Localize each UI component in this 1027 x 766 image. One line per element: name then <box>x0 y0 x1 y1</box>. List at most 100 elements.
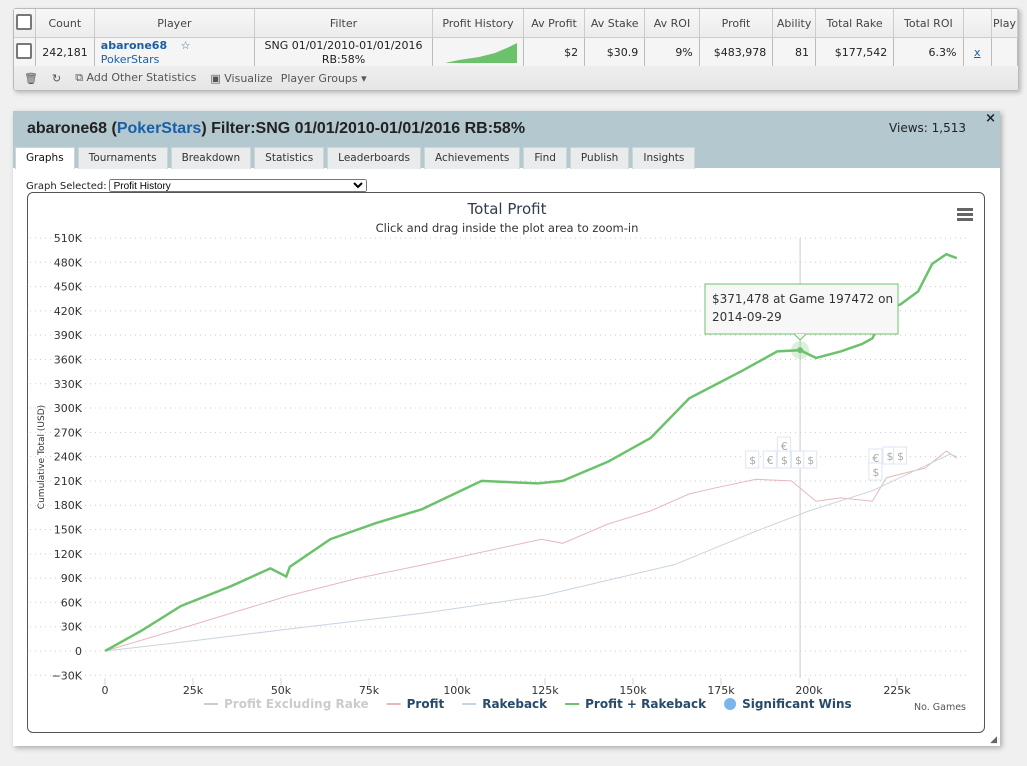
tab-insights[interactable]: Insights <box>632 147 696 169</box>
legend-item[interactable]: Profit Excluding Rake <box>224 697 369 711</box>
x-tick-label: 125k <box>531 684 559 697</box>
title-site-link[interactable]: PokerStars <box>116 120 202 137</box>
x-tick-label: 75k <box>359 684 380 697</box>
significant-win-marker[interactable] <box>803 450 818 469</box>
tab-breakdown[interactable]: Breakdown <box>170 147 252 169</box>
row-checkbox[interactable] <box>16 43 33 59</box>
tooltip-line1: $371,478 at Game 197472 on <box>712 292 893 306</box>
trash-icon[interactable]: 🗑 <box>24 71 38 85</box>
y-tick-label: 360K <box>54 353 83 366</box>
tab-achievements[interactable]: Achievements <box>423 147 521 169</box>
tab-graphs[interactable]: Graphs <box>15 147 75 169</box>
x-tick-label: 200k <box>795 684 823 697</box>
significant-win-marker[interactable] <box>868 462 883 481</box>
title-filter: ) Filter:SNG 01/01/2010-01/01/2016 RB:58… <box>201 120 526 137</box>
tooltip-line2: 2014-09-29 <box>712 310 782 324</box>
header-total-rake[interactable]: Total Rake <box>815 9 895 38</box>
chart-title: Total Profit <box>467 200 547 218</box>
table-row: 242,181 abarone68 ☆ PokerStars SNG 01/01… <box>14 37 1018 68</box>
total-rake-cell: $177,542 <box>815 37 895 68</box>
header-profit[interactable]: Profit <box>699 9 774 38</box>
header-profit-history[interactable]: Profit History <box>432 9 524 38</box>
filter-cell: SNG 01/01/2010-01/01/2016 RB:58% <box>254 37 434 68</box>
significant-win-symbol: $ <box>749 454 756 467</box>
header-av-profit[interactable]: Av Profit <box>523 9 586 38</box>
y-tick-label: 0 <box>75 645 82 658</box>
significant-win-symbol: € <box>767 454 774 467</box>
legend-item[interactable]: Rakeback <box>482 697 548 711</box>
tab-publish[interactable]: Publish <box>569 147 630 169</box>
y-tick-label: 270K <box>54 426 83 439</box>
y-tick-label: −30K <box>52 669 83 682</box>
series-line-rakeback <box>104 453 957 652</box>
refresh-icon[interactable]: ↻ <box>51 71 62 85</box>
significant-win-marker[interactable] <box>776 450 791 469</box>
significant-win-symbol: $ <box>872 466 879 479</box>
x-tick-label: 175k <box>707 684 735 697</box>
header-count[interactable]: Count <box>35 9 95 38</box>
y-tick-label: 210K <box>54 475 83 488</box>
header-av-roi[interactable]: Av ROI <box>644 9 700 38</box>
x-tick-label: 150k <box>619 684 647 697</box>
caret-down-icon: ▾ <box>361 71 367 85</box>
x-tick-label: 25k <box>183 684 204 697</box>
favorite-star-icon[interactable]: ☆ <box>180 38 191 52</box>
profit-chart[interactable]: −30K 0 30K 60K 90K 120K 150K 180K 210K 240K 270K 30… <box>25 193 984 732</box>
header-blank <box>963 9 993 38</box>
header-player[interactable]: Player <box>94 9 255 38</box>
header-filter[interactable]: Filter <box>254 9 434 38</box>
player-groups-dropdown[interactable]: Player Groups ▾ <box>281 72 367 85</box>
legend-item[interactable]: Profit <box>407 697 445 711</box>
y-tick-label: 450K <box>54 281 83 294</box>
select-all-checkbox[interactable] <box>16 13 33 30</box>
y-tick-label: 390K <box>54 329 83 342</box>
add-stats-label: Add Other Statistics <box>86 71 197 84</box>
close-icon[interactable]: × <box>985 111 996 126</box>
y-tick-label: 150K <box>54 524 83 537</box>
graph-selected-label: Graph Selected: <box>26 181 107 192</box>
count-cell: 242,181 <box>35 37 95 68</box>
player-cell: abarone68 ☆ PokerStars <box>94 37 255 68</box>
visualize-button[interactable]: ▣ Visualize <box>210 72 272 85</box>
resize-handle-icon[interactable]: ◢ <box>990 735 997 745</box>
legend-item[interactable]: Profit + Rakeback <box>585 697 707 711</box>
visualize-label: Visualize <box>224 71 273 85</box>
tab-bar: Graphs Tournaments Breakdown Statistics … <box>15 147 696 169</box>
significant-win-symbol: $ <box>807 454 814 467</box>
remove-row-button[interactable]: x <box>974 46 981 59</box>
title-player: abarone68 <box>27 120 108 137</box>
legend-item[interactable]: Significant Wins <box>742 697 852 711</box>
tab-statistics[interactable]: Statistics <box>254 147 325 169</box>
av-stake-cell: $30.9 <box>584 37 646 68</box>
header-play[interactable]: Play <box>991 9 1018 38</box>
significant-win-marker[interactable] <box>762 450 777 469</box>
menu-hamburger-icon[interactable] <box>957 208 973 221</box>
graph-select[interactable]: Profit History <box>108 179 367 192</box>
x-tick-label: 100k <box>443 684 471 697</box>
x-tick-label: 225k <box>883 684 911 697</box>
site-link[interactable]: PokerStars <box>100 52 160 66</box>
player-groups-label: Player Groups <box>280 71 358 85</box>
image-icon: ▣ <box>210 71 221 85</box>
add-other-statistics-button[interactable]: ⧉ Add Other Statistics <box>75 71 196 85</box>
select-all-cell <box>14 9 36 38</box>
av-profit-cell: $2 <box>523 37 586 68</box>
chart-subtitle: Click and drag inside the plot area to z… <box>376 221 639 235</box>
header-ability[interactable]: Ability <box>772 9 816 38</box>
tab-find[interactable]: Find <box>523 147 567 169</box>
title-paren: ( <box>107 120 117 137</box>
player-link[interactable]: abarone68 <box>100 38 168 52</box>
views-count: Views: 1,513 <box>889 121 966 135</box>
x-tick-label: 0 <box>102 684 109 697</box>
profit-cell: $483,978 <box>699 37 774 68</box>
header-av-stake[interactable]: Av Stake <box>584 9 646 38</box>
profit-history-cell <box>432 37 524 68</box>
significant-win-marker[interactable] <box>893 446 908 465</box>
header-total-roi[interactable]: Total ROI <box>893 9 964 38</box>
table-toolbar: 🗑 ↻ ⧉ Add Other Statistics ▣ Visualize P… <box>14 66 1018 90</box>
significant-win-symbol: € <box>872 452 879 465</box>
tab-leaderboards[interactable]: Leaderboards <box>327 147 421 169</box>
y-tick-label: 420K <box>54 305 83 318</box>
significant-win-marker[interactable] <box>745 450 760 469</box>
tab-tournaments[interactable]: Tournaments <box>77 147 168 169</box>
